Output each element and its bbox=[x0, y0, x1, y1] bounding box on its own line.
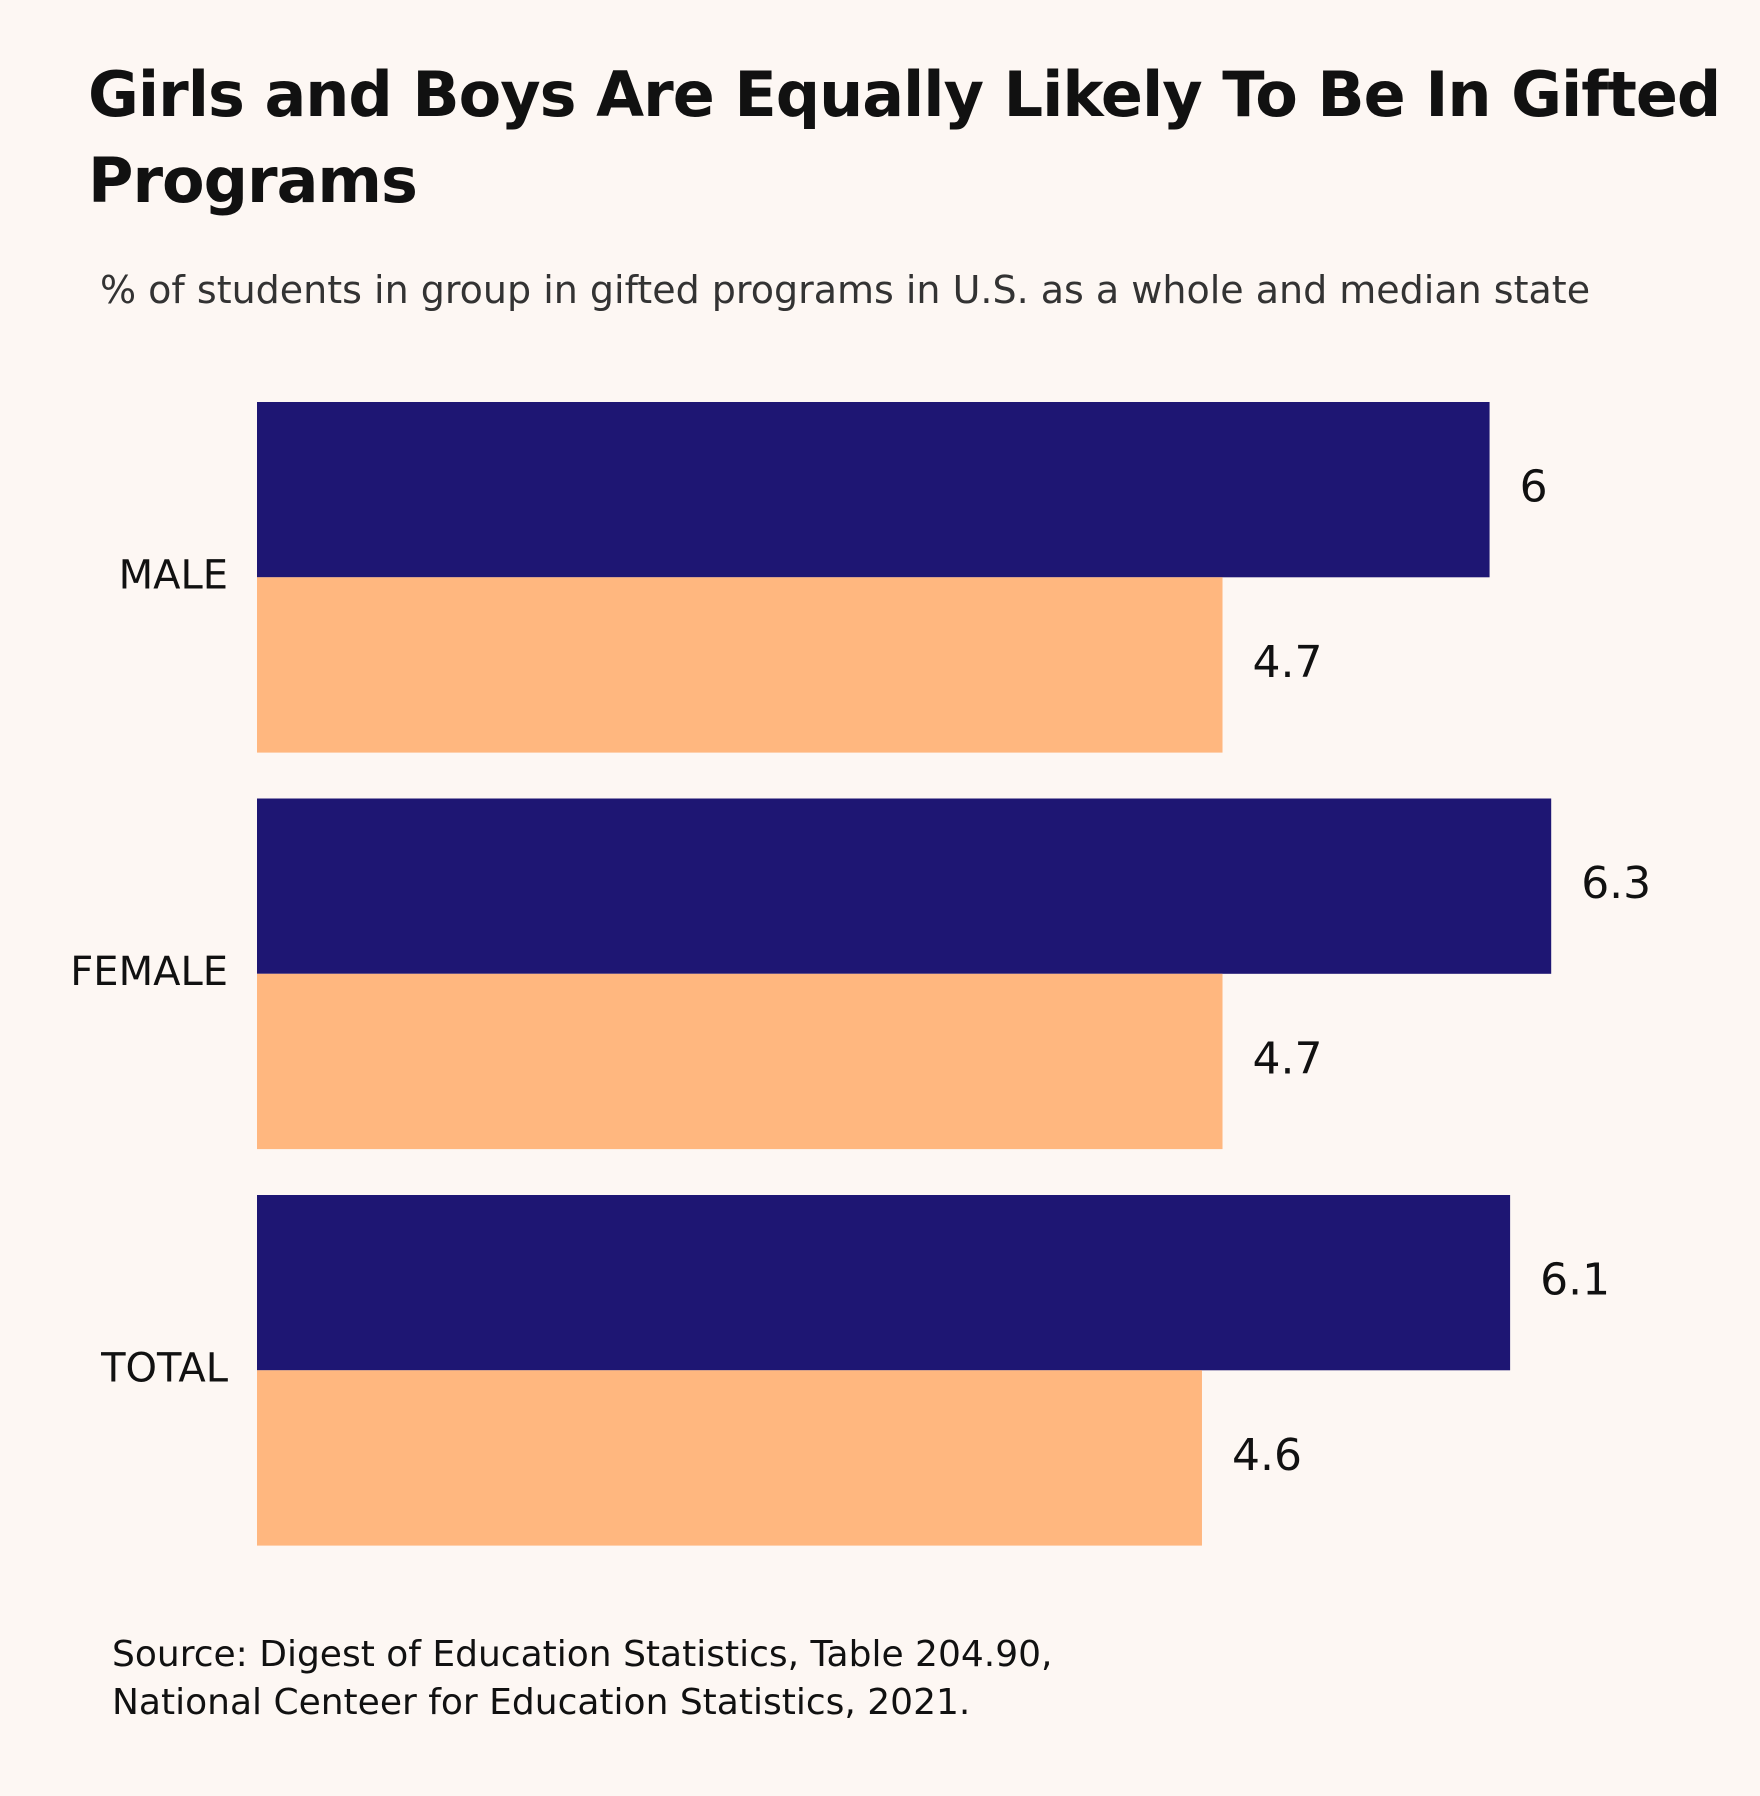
bar bbox=[257, 577, 1223, 753]
value-label: 4.7 bbox=[1253, 1033, 1323, 1084]
bar bbox=[257, 798, 1552, 974]
bar bbox=[257, 973, 1223, 1150]
source-note: National Centeer for Education Statistic… bbox=[112, 1682, 971, 1723]
category-label: MALE bbox=[119, 552, 228, 598]
chart-subtitle: % of students in group in gifted program… bbox=[100, 268, 1591, 312]
category-label: TOTAL bbox=[100, 1345, 229, 1391]
chart-title: Girls and Boys Are Equally Likely To Be … bbox=[88, 58, 1721, 217]
value-label: 6.3 bbox=[1581, 858, 1651, 909]
bar bbox=[257, 1195, 1511, 1371]
value-label: 6 bbox=[1520, 462, 1548, 513]
value-label: 6.1 bbox=[1540, 1255, 1610, 1306]
value-label: 4.7 bbox=[1253, 637, 1323, 688]
bar bbox=[257, 1370, 1202, 1546]
bar bbox=[257, 402, 1490, 578]
category-label: FEMALE bbox=[70, 949, 228, 995]
source-note: Source: Digest of Education Statistics, … bbox=[112, 1634, 1053, 1675]
value-label: 4.6 bbox=[1232, 1430, 1302, 1481]
